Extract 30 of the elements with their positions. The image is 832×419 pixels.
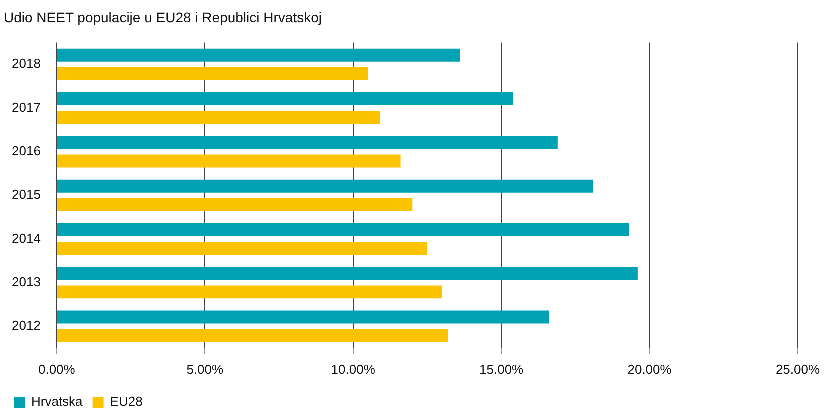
x-tick-label: 10.00% (331, 362, 376, 377)
bar (57, 92, 514, 106)
bar (57, 286, 442, 299)
bar (57, 136, 558, 150)
bar (57, 48, 460, 62)
y-tick-label: 2016 (12, 144, 41, 159)
y-tick-label: 2018 (12, 56, 41, 72)
x-tick-label: 0.00% (38, 362, 76, 377)
legend-label: EU28 (110, 394, 143, 410)
x-tick-label: 20.00% (628, 362, 672, 377)
bar (57, 198, 413, 212)
bar (57, 223, 630, 236)
y-tick-label: 2013 (12, 274, 41, 290)
bar (57, 310, 549, 324)
x-tick-label: 5.00% (186, 362, 224, 377)
y-tick-label: 2015 (12, 187, 41, 202)
bar (57, 329, 448, 342)
bar (57, 180, 594, 193)
legend-label: Hrvatska (32, 394, 84, 410)
x-tick-label: 25.00% (776, 362, 820, 377)
chart-title: Udio NEET populacije u EU28 i Republici Hrvatskoj (4, 9, 322, 26)
y-tick-label: 2012 (12, 318, 41, 334)
y-tick-label: 2014 (12, 230, 41, 246)
bar (57, 67, 368, 80)
y-tick-label: 2017 (12, 100, 41, 115)
bar (57, 242, 428, 256)
bar (57, 267, 638, 280)
bar (57, 154, 401, 168)
x-tick-label: 15.00% (480, 362, 524, 377)
bar (57, 111, 380, 124)
